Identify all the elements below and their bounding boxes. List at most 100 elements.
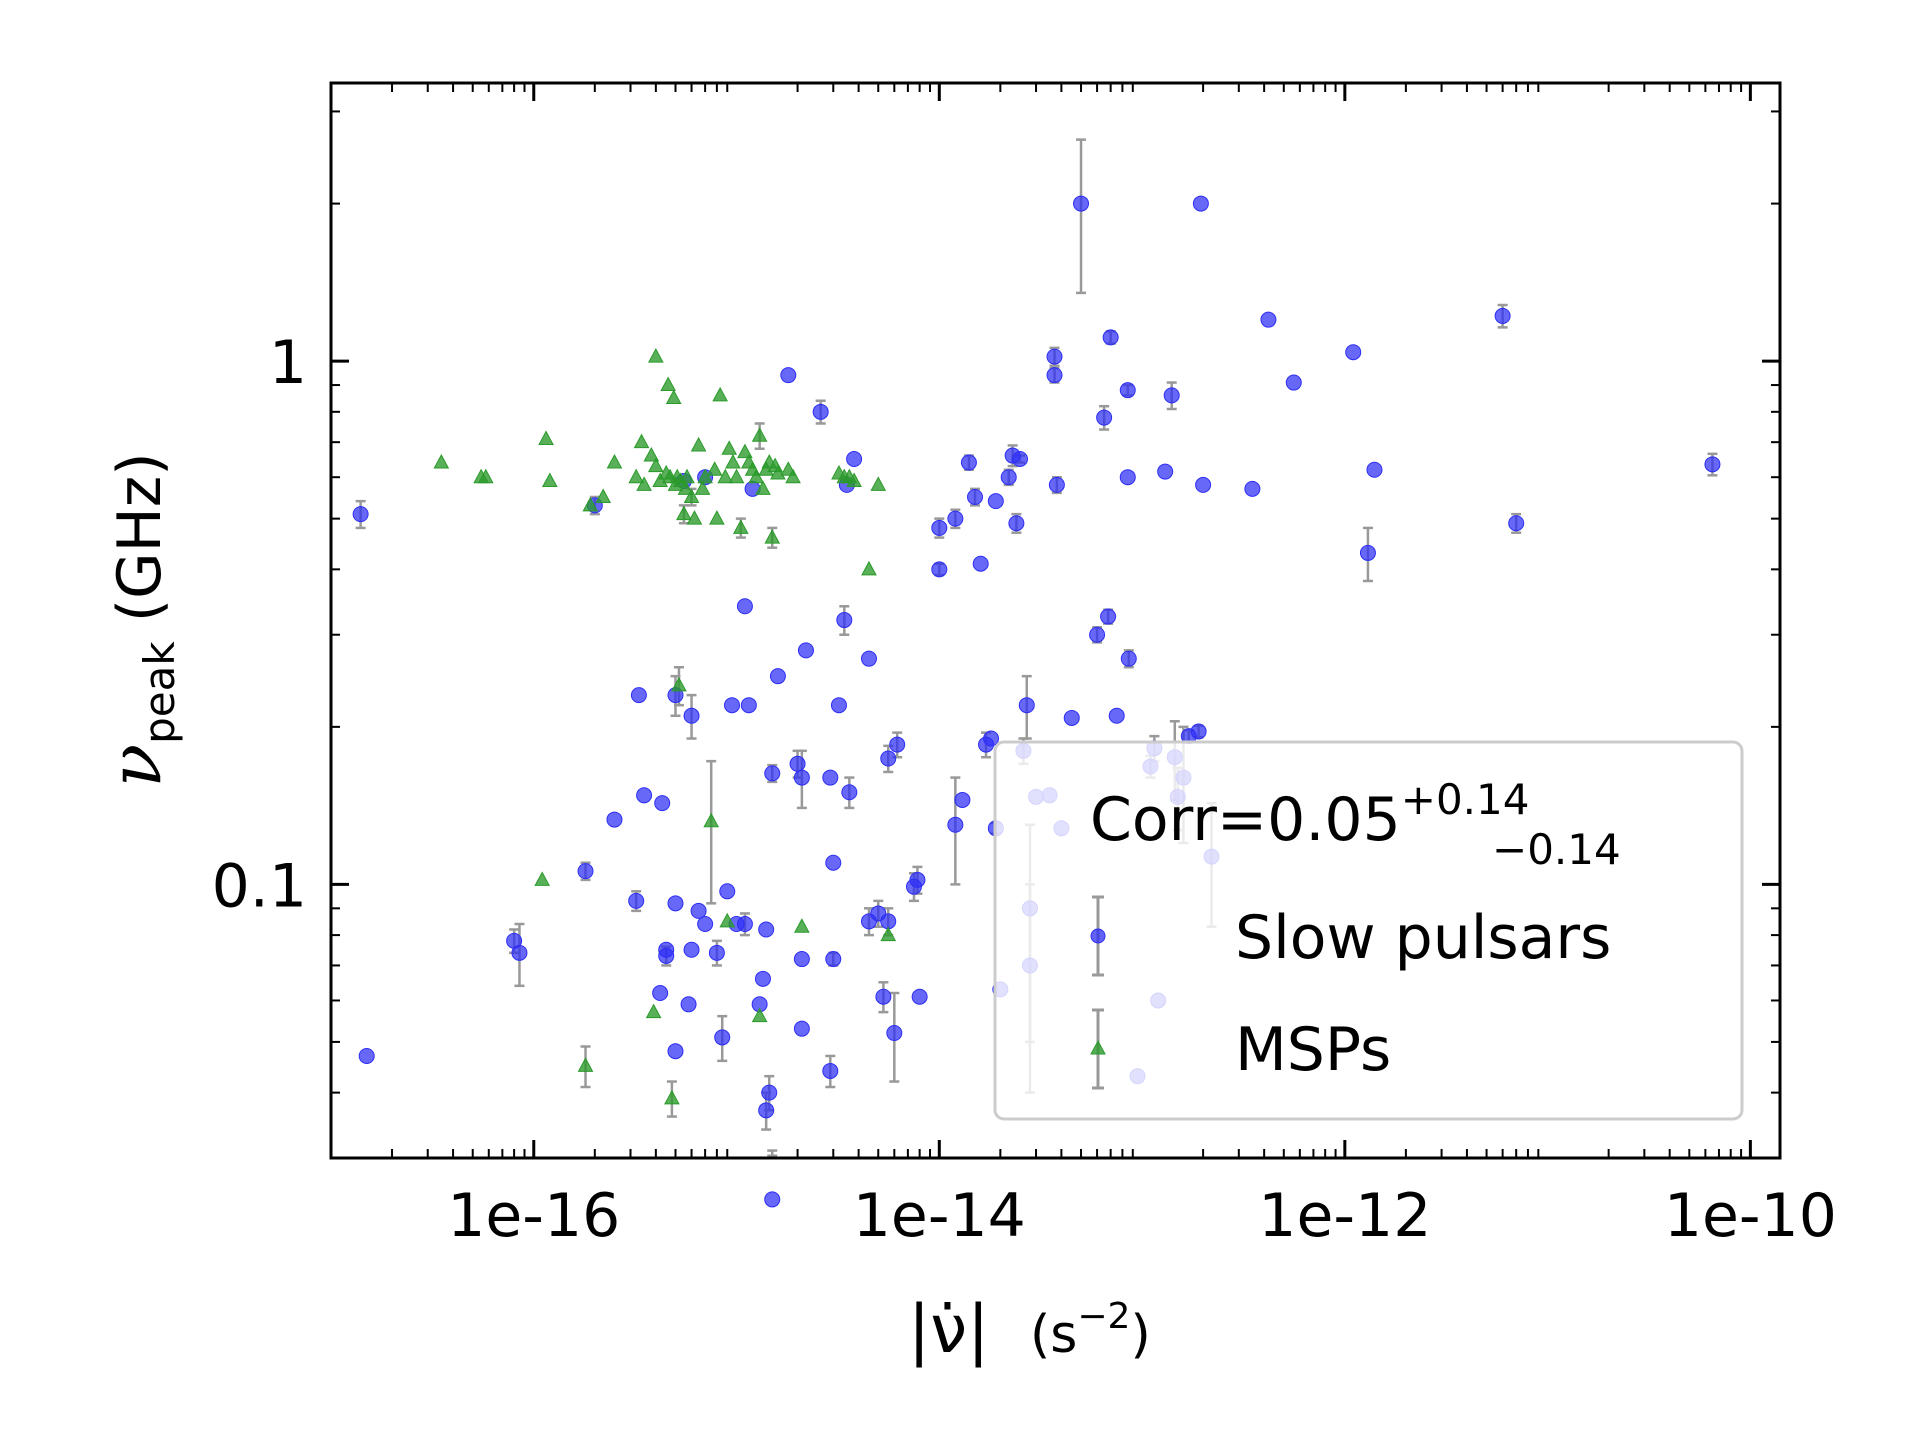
msp-point (633, 433, 650, 449)
corr-sup: +0.14 (1401, 775, 1530, 824)
msp-point (534, 871, 550, 886)
slow-pulsar-point (680, 996, 697, 1013)
slow-pulsar-point (1119, 382, 1136, 399)
slow-pulsar-point (1100, 608, 1117, 625)
y-axis-sub: peak (135, 641, 184, 744)
legend-corr-annotation: Corr=0.05+0.14 −0.14 (1090, 775, 1621, 874)
msp-point (697, 468, 713, 484)
msp-point (751, 1007, 768, 1023)
msp-point (870, 476, 887, 491)
slow-pulsar-point (758, 921, 775, 938)
slow-pulsar-point (1089, 626, 1106, 643)
msp-point (660, 376, 676, 392)
msp-point (725, 453, 741, 469)
slow-pulsar-point (875, 988, 892, 1005)
slow-pulsar-point (714, 1029, 731, 1046)
msp-point (645, 1003, 662, 1019)
x-tick-label: 1e-14 (853, 1181, 1026, 1251)
msp-point (679, 468, 695, 484)
msp-point (433, 453, 450, 469)
slow-pulsar-point (690, 902, 707, 919)
slow-pulsar-point (769, 668, 786, 685)
slow-pulsar-point (1508, 515, 1525, 532)
msp-point (719, 912, 736, 928)
slow-pulsar-point (1018, 697, 1035, 714)
msp-point (671, 676, 687, 692)
slow-pulsar-point (630, 687, 647, 704)
slow-pulsar-point (983, 730, 1000, 747)
slow-pulsar-point (724, 697, 741, 714)
msp-point (606, 453, 623, 469)
y-axis-unit: (GHz) (105, 452, 175, 641)
slow-pulsar-point (740, 697, 757, 714)
x-tick-label: 1e-12 (1258, 1181, 1431, 1251)
msp-point (880, 926, 897, 942)
msp-point (636, 476, 652, 491)
slow-pulsar-point (761, 1084, 778, 1101)
corr-main: Corr=0.05 (1090, 785, 1401, 855)
slow-pulsar-point (954, 791, 971, 808)
slow-pulsar-point (1011, 451, 1028, 468)
slow-pulsar-point (683, 707, 700, 724)
slow-pulsar-point (889, 736, 906, 753)
slow-pulsar-point (1192, 195, 1209, 212)
slow-pulsar-point (1366, 461, 1383, 478)
slow-pulsar-point (793, 1020, 810, 1037)
msp-point (477, 468, 494, 484)
slow-pulsar-point (1163, 387, 1180, 404)
msp-point (721, 440, 738, 455)
slow-pulsar-point (812, 403, 829, 420)
slow-pulsar-point (764, 765, 781, 782)
slow-pulsar-point (1244, 480, 1261, 497)
slow-pulsar-point (1120, 650, 1137, 667)
x-axis-abs: |ν̇̇| (908, 1291, 989, 1368)
legend-box (993, 740, 1744, 1121)
slow-pulsar-point (780, 367, 797, 384)
msp-point (538, 430, 554, 445)
msp-point (665, 389, 682, 405)
slow-pulsar-point (667, 1043, 684, 1060)
slow-pulsar-point (708, 944, 725, 961)
slow-pulsar-point (1494, 307, 1511, 324)
msp-point (676, 505, 692, 521)
slow-pulsar-point (1048, 476, 1065, 493)
slow-pulsar-point (636, 787, 653, 804)
slow-pulsar-point (797, 642, 814, 659)
msp-point (737, 443, 753, 459)
slow-pulsar-point (947, 816, 964, 833)
slow-pulsar-point (1073, 195, 1090, 212)
slow-pulsar-point (652, 985, 669, 1002)
msp-point (732, 519, 749, 534)
slow-pulsar-point (972, 555, 989, 572)
y-tick-label: 0.1 (212, 851, 307, 921)
msp-point (751, 427, 768, 442)
slow-pulsar-point (1008, 515, 1025, 532)
slow-pulsar-point (667, 895, 684, 912)
msp-point (577, 1057, 594, 1072)
slow-pulsar-point (947, 510, 964, 527)
slow-pulsar-point (352, 506, 369, 523)
x-axis-title: |ν̇̇| (s−2) (908, 1291, 1151, 1368)
slow-pulsar-point (658, 947, 675, 964)
slow-pulsar-point (1102, 329, 1119, 346)
y-tick-label: 1 (269, 328, 307, 398)
slow-pulsar-point (793, 769, 810, 786)
msp-point (677, 480, 694, 495)
slow-pulsar-point (825, 854, 842, 871)
slow-pulsar-point (841, 784, 858, 801)
legend-slow-marker (1090, 895, 1106, 977)
slow-pulsar-point (1345, 344, 1362, 361)
slow-pulsar-point (830, 697, 847, 714)
msp-point (728, 468, 745, 484)
slow-pulsar-point (967, 488, 984, 505)
slow-pulsar-point (1046, 348, 1063, 365)
slow-pulsar-point (1260, 311, 1277, 328)
slow-pulsar-point (606, 811, 623, 828)
slow-pulsar-point (911, 988, 928, 1005)
slow-pulsar-point (511, 944, 528, 961)
y-axis-title: νpeak (GHz) (93, 452, 184, 787)
msp-point (703, 812, 720, 828)
msp-point (683, 488, 700, 503)
slow-pulsar-point (358, 1047, 375, 1064)
slow-pulsar-point (654, 795, 671, 812)
